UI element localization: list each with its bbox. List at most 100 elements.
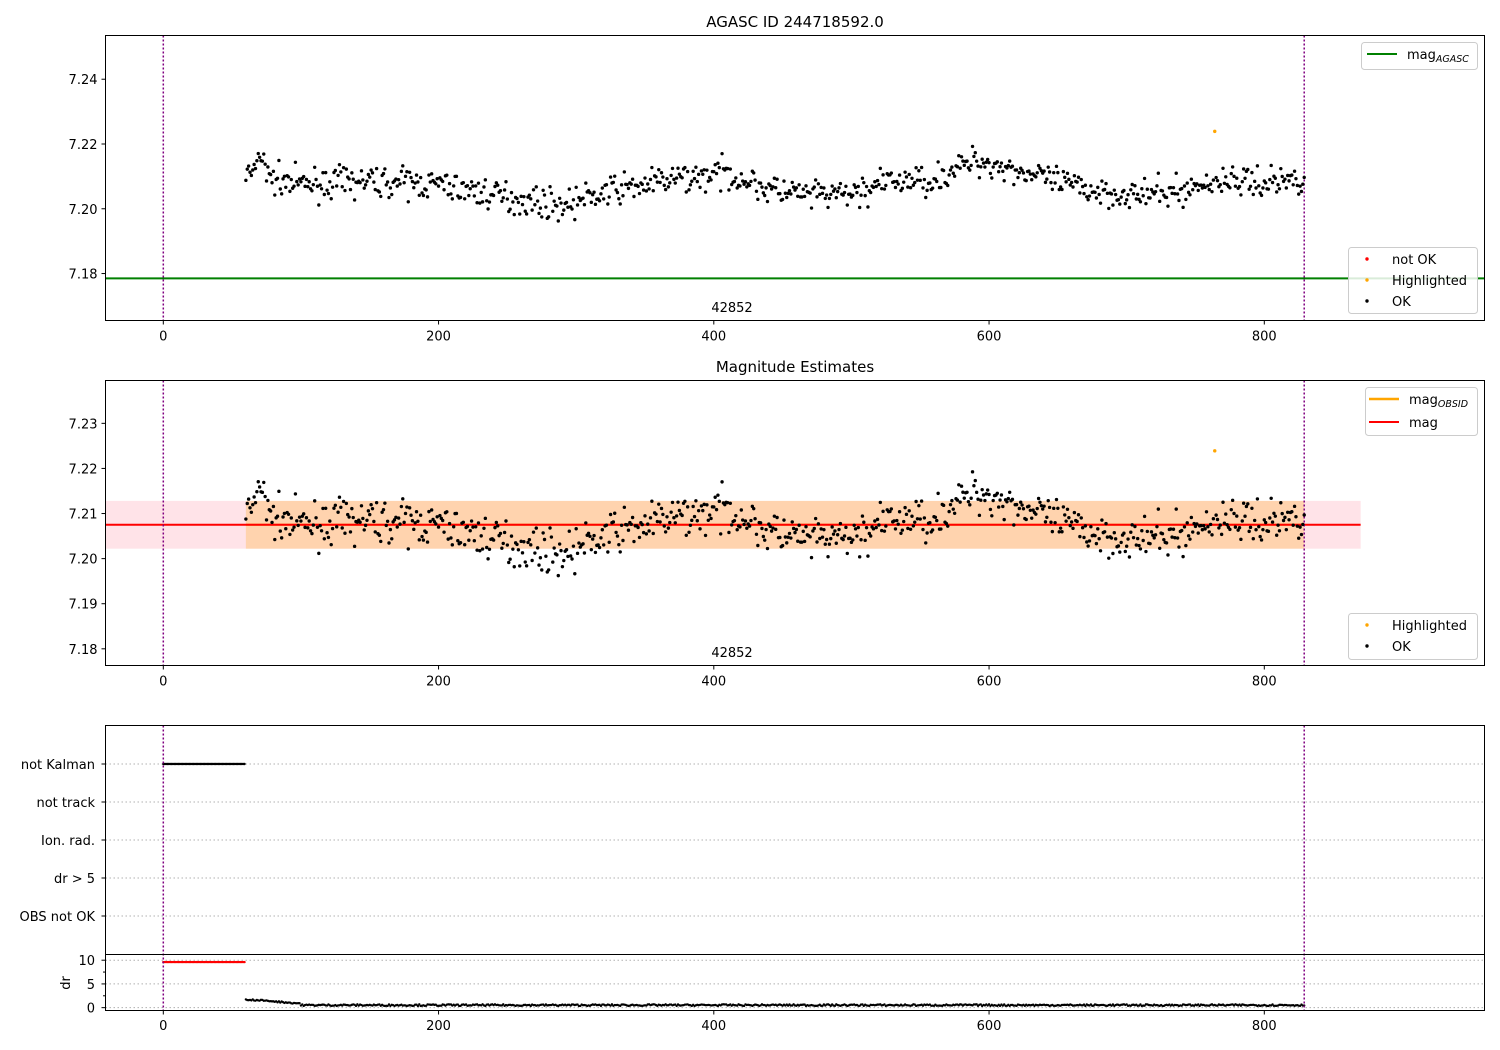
ok-point <box>979 165 983 169</box>
ok-point <box>396 177 401 182</box>
ok-point <box>1239 193 1243 197</box>
ok-point <box>509 534 514 538</box>
dr-x-tick-label: 400 <box>701 1019 726 1034</box>
ok-point <box>1039 503 1044 508</box>
ok-point <box>526 540 530 545</box>
ok-point <box>1129 530 1133 534</box>
ok-point <box>725 500 730 505</box>
ok-point <box>875 178 880 183</box>
ok-point <box>255 159 259 163</box>
ok-point <box>650 499 654 503</box>
ok-point <box>546 568 551 572</box>
ok-point <box>1215 178 1220 183</box>
ok-point <box>260 490 265 495</box>
ok-point <box>379 194 383 199</box>
ok-point <box>1053 181 1057 185</box>
ok-point <box>1056 170 1060 175</box>
ok-point <box>1233 184 1238 188</box>
ok-point <box>1153 533 1158 537</box>
ok-point <box>282 511 287 516</box>
dr-point <box>742 1004 746 1008</box>
ok-point <box>1063 175 1067 180</box>
ok-point <box>913 180 917 185</box>
ok-point <box>299 180 303 184</box>
ok-point <box>1166 553 1170 557</box>
ok-point <box>1028 508 1033 513</box>
ok-point <box>1126 537 1130 541</box>
ok-point <box>611 520 616 524</box>
ok-point <box>390 537 394 541</box>
ok-point <box>469 180 474 184</box>
ok-point <box>358 520 362 524</box>
ok-point <box>738 525 742 529</box>
ok-point <box>1185 181 1189 185</box>
ok-point <box>720 480 724 484</box>
ok-point <box>1027 169 1031 173</box>
ok-point <box>636 184 640 189</box>
ok-point <box>743 180 748 184</box>
ok-point <box>1006 496 1011 501</box>
ok-point <box>674 176 679 180</box>
ok-point <box>666 185 671 189</box>
ok-point <box>1257 524 1261 529</box>
ok-point <box>1156 507 1161 511</box>
ok-point <box>1042 504 1046 508</box>
ok-point <box>1290 173 1294 177</box>
ok-point <box>593 550 598 555</box>
ok-point <box>790 180 794 185</box>
ok-point <box>1043 180 1048 185</box>
ok-point <box>491 193 496 198</box>
ok-point <box>868 534 873 538</box>
ok-point <box>613 174 617 178</box>
ok-point <box>365 179 369 183</box>
ok-point <box>1094 541 1099 546</box>
ok-point <box>301 174 306 179</box>
ok-point <box>1140 529 1144 533</box>
ok-point <box>562 208 566 212</box>
ok-point <box>271 504 276 509</box>
ok-point <box>614 530 618 535</box>
ok-point <box>1276 523 1280 527</box>
ok-point <box>813 516 818 521</box>
ok-point <box>946 183 950 188</box>
ok-point <box>787 531 792 536</box>
ok-point <box>1164 195 1169 200</box>
ok-point <box>834 541 838 545</box>
ok-point <box>893 185 898 190</box>
ok-point <box>827 542 832 546</box>
ok-point <box>551 209 555 213</box>
ok-point <box>892 519 896 523</box>
ok-point <box>1087 539 1092 543</box>
ok-point <box>339 170 343 174</box>
ok-point <box>881 509 885 514</box>
dr-x-tick-label: 800 <box>1252 1019 1277 1034</box>
ok-point <box>831 532 836 536</box>
ok-point <box>1034 512 1038 516</box>
ok-point <box>958 166 962 170</box>
ok-point <box>1244 504 1249 509</box>
ok-point <box>1141 194 1145 198</box>
flag-point <box>243 762 246 766</box>
ok-point <box>293 492 298 496</box>
ok-point <box>673 181 677 185</box>
ok-point <box>362 528 366 532</box>
ok-point <box>1199 183 1203 187</box>
ok-point <box>705 168 709 172</box>
ok-point <box>977 513 982 518</box>
ok-point <box>712 505 716 509</box>
ok-point <box>754 189 759 193</box>
ok-point <box>421 193 426 198</box>
ok-point <box>646 182 650 186</box>
ok-point <box>789 536 793 540</box>
ok-point <box>1192 521 1196 526</box>
ok-point <box>551 560 555 564</box>
ok-point <box>1080 526 1085 530</box>
ok-point <box>977 175 982 180</box>
ok-point <box>263 162 267 166</box>
ok-point <box>918 178 922 183</box>
ok-point <box>959 484 964 488</box>
ok-point <box>1247 529 1251 534</box>
ok-point <box>948 502 953 507</box>
ok-point <box>449 192 453 196</box>
ok-point <box>1133 524 1137 529</box>
